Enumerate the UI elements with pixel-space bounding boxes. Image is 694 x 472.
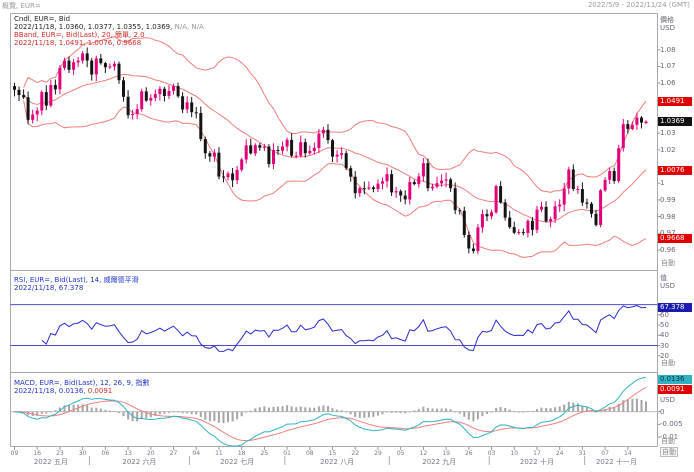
candle-ohlc-values: 2022/11/18, 1.0360, 1.0377, 1.0355, 1.03… xyxy=(14,23,173,31)
rsi-legend: RSI, EUR=, Bid(Last), 14, 威爾德平滑 2022/11/… xyxy=(14,276,139,292)
macd-value: 2022/11/18, 0.0136, xyxy=(14,387,86,395)
date-range-label: 2022/5/9 - 2022/11/24 (GMT) xyxy=(587,1,690,9)
bband-values: 2022/11/18, 1.0491, 1.0076, 0.9668 xyxy=(14,39,142,47)
macd-signal-value: 0.0091 xyxy=(87,387,113,395)
price-legend: Cndl, EUR=, Bid 2022/11/18, 1.0360, 1.03… xyxy=(14,15,204,47)
candle-na-values: N/A, N/A xyxy=(174,23,204,31)
rsi-series-label: RSI, EUR=, Bid(Last), 14, 威爾德平滑 xyxy=(14,276,139,284)
bband-series-label: BBand, EUR=, Bid(Last), 20, 簡單, 2.0 xyxy=(14,31,145,39)
macd-legend: MACD, EUR=, Bid(Last), 12, 26, 9, 指數 202… xyxy=(14,379,149,395)
chart-context-label: 概覽, EUR= xyxy=(2,2,41,10)
candle-series-label: Cndl, EUR=, Bid xyxy=(14,15,71,23)
macd-series-label: MACD, EUR=, Bid(Last), 12, 26, 9, 指數 xyxy=(14,379,150,387)
rsi-value: 2022/11/18, 67.378 xyxy=(14,284,84,292)
